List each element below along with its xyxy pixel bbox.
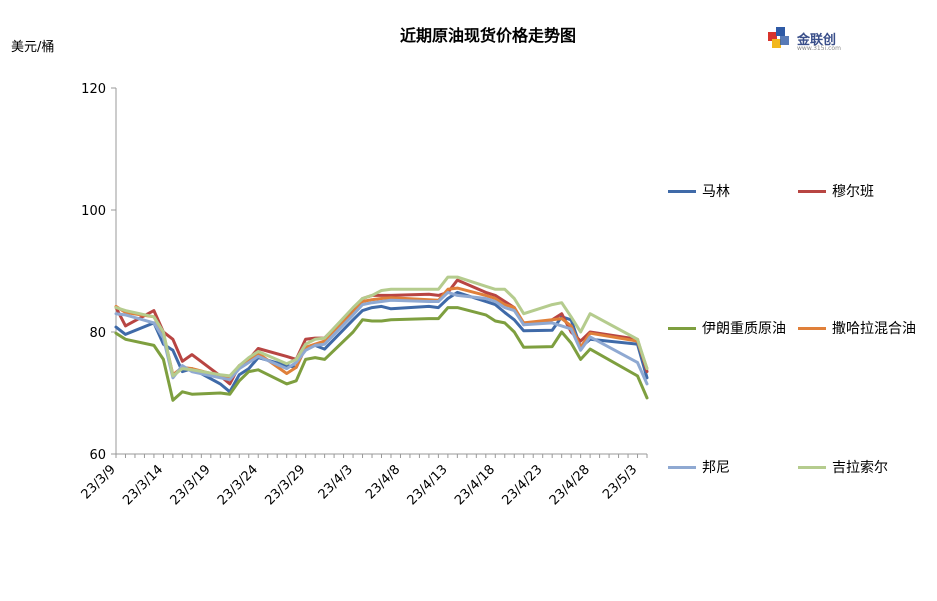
legend-label: 伊朗重质原油	[702, 321, 786, 337]
legend-label: 吉拉索尔	[832, 460, 888, 476]
series-line-0	[114, 290, 649, 394]
y-tick-label: 120	[81, 82, 106, 97]
chart-series-lines	[114, 275, 649, 402]
x-tick-label: 23/4/3	[316, 462, 356, 502]
series-line-5	[114, 275, 649, 378]
x-tick-label: 23/3/24	[215, 462, 261, 508]
y-tick-label: 80	[89, 326, 106, 341]
x-tick-label: 23/4/13	[405, 462, 451, 508]
legend-item: 邦尼	[668, 457, 730, 477]
x-tick-label: 23/4/8	[363, 462, 403, 502]
chart-title: 近期原油现货价格走势图	[399, 26, 576, 45]
legend-label: 邦尼	[702, 460, 730, 476]
legend-swatch	[668, 465, 696, 469]
series-line-4	[114, 290, 649, 386]
legend-item: 穆尔班	[798, 181, 874, 201]
x-tick-label: 23/3/14	[120, 462, 166, 508]
legend-item: 撒哈拉混合油	[798, 318, 916, 338]
legend-swatch	[798, 326, 826, 330]
x-tick-label: 23/4/28	[547, 462, 593, 508]
legend-swatch	[798, 189, 826, 193]
legend-label: 马林	[702, 184, 730, 200]
chart-axes: 60 80 100 120	[81, 82, 648, 463]
legend-label: 撒哈拉混合油	[832, 321, 916, 337]
x-tick-label: 23/4/23	[499, 462, 545, 508]
x-tick-label: 23/3/29	[262, 462, 308, 508]
y-tick-label: 100	[81, 204, 106, 219]
x-tick-label: 23/4/18	[452, 462, 498, 508]
logo-icon	[768, 27, 789, 48]
legend-swatch	[798, 465, 826, 469]
y-axis-unit: 美元/桶	[11, 40, 55, 55]
legend-swatch	[668, 189, 696, 193]
logo-text: 金联创	[797, 33, 837, 48]
x-tick-label: 23/3/9	[79, 462, 119, 502]
x-axis-tick-labels: 23/3/9 23/3/14 23/3/19 23/3/24 23/3/29 23/4/3…	[79, 462, 641, 508]
x-tick-label: 23/5/3	[600, 462, 640, 502]
legend-label: 穆尔班	[832, 184, 874, 200]
legend-item: 马林	[668, 181, 730, 201]
legend-item: 吉拉索尔	[798, 457, 888, 477]
x-tick-label: 23/3/19	[168, 462, 214, 508]
series-line-2	[114, 306, 649, 402]
y-tick-label: 60	[89, 448, 106, 463]
logo-url: www.315i.com	[797, 45, 841, 52]
legend-item: 伊朗重质原油	[668, 318, 786, 338]
legend-swatch	[668, 326, 696, 330]
